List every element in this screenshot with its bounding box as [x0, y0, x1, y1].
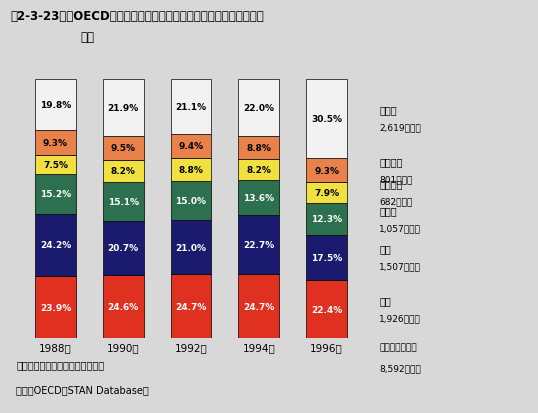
Text: 21.1%: 21.1% — [175, 102, 207, 112]
Text: 12.3%: 12.3% — [311, 215, 342, 224]
Bar — [171, 159, 211, 181]
Text: 24.6%: 24.6% — [108, 302, 139, 311]
Bar — [238, 80, 279, 137]
Bar — [306, 80, 347, 159]
Text: イギリス: イギリス — [379, 157, 403, 167]
Text: 22.0%: 22.0% — [243, 104, 274, 112]
Text: 1,507億ドル: 1,507億ドル — [379, 262, 421, 271]
Text: 8.2%: 8.2% — [246, 166, 271, 174]
Bar — [306, 203, 347, 235]
Bar — [103, 221, 144, 275]
Text: 8.8%: 8.8% — [246, 143, 271, 152]
Bar — [171, 220, 211, 275]
Bar — [306, 159, 347, 183]
Text: 21.0%: 21.0% — [175, 243, 207, 252]
Bar — [238, 275, 279, 339]
Bar — [103, 161, 144, 182]
Bar — [238, 159, 279, 180]
Text: 8,592億ドル: 8,592億ドル — [379, 363, 421, 373]
Text: フランス: フランス — [379, 179, 403, 189]
Text: 22.7%: 22.7% — [243, 241, 274, 250]
Text: その他: その他 — [379, 105, 397, 115]
Text: 15.0%: 15.0% — [175, 196, 207, 205]
Bar — [35, 277, 76, 339]
Text: ドイツ: ドイツ — [379, 205, 397, 215]
Text: 15.2%: 15.2% — [40, 190, 71, 199]
Text: 1,057億ドル: 1,057億ドル — [379, 223, 421, 233]
Text: 日本: 日本 — [379, 244, 391, 254]
Text: 13.6%: 13.6% — [243, 194, 274, 203]
Text: 682億ドル: 682億ドル — [379, 197, 413, 206]
Text: 17.5%: 17.5% — [311, 254, 342, 262]
Bar — [171, 275, 211, 339]
Text: 24.7%: 24.7% — [243, 302, 274, 311]
Bar — [103, 136, 144, 161]
Bar — [238, 180, 279, 216]
Bar — [35, 175, 76, 214]
Text: 8.8%: 8.8% — [179, 166, 203, 174]
Text: 24.2%: 24.2% — [40, 241, 71, 250]
Bar — [35, 131, 76, 155]
Text: 24.7%: 24.7% — [175, 302, 207, 311]
Text: 30.5%: 30.5% — [311, 115, 342, 124]
Text: 9.4%: 9.4% — [179, 142, 203, 151]
Text: 推移: 推移 — [81, 31, 95, 44]
Bar — [35, 155, 76, 175]
Bar — [171, 181, 211, 220]
Text: 15.1%: 15.1% — [108, 197, 139, 206]
Text: 9.5%: 9.5% — [111, 144, 136, 153]
Text: 8.2%: 8.2% — [111, 167, 136, 176]
Bar — [238, 137, 279, 159]
Bar — [306, 235, 347, 280]
Bar — [306, 183, 347, 203]
Text: 1,926億ドル: 1,926億ドル — [379, 314, 421, 323]
Text: 7.5%: 7.5% — [43, 160, 68, 169]
Bar — [35, 80, 76, 131]
Text: 9.3%: 9.3% — [314, 166, 339, 176]
Bar — [238, 216, 279, 275]
Text: （輸出額合計）: （輸出額合計） — [379, 343, 417, 352]
Bar — [103, 182, 144, 221]
Bar — [306, 280, 347, 339]
Text: 801億ドル: 801億ドル — [379, 175, 413, 184]
Bar — [171, 134, 211, 159]
Text: 資料：OECD「STAN Database」: 資料：OECD「STAN Database」 — [16, 384, 149, 394]
Bar — [103, 275, 144, 339]
Text: 第2-3-23図　OECD諸国におけるハイテク産業輸出額の国別シェアの: 第2-3-23図 OECD諸国におけるハイテク産業輸出額の国別シェアの — [11, 10, 265, 23]
Text: 19.8%: 19.8% — [40, 101, 71, 110]
Text: 21.9%: 21.9% — [108, 103, 139, 112]
Bar — [103, 80, 144, 136]
Bar — [171, 80, 211, 134]
Text: 23.9%: 23.9% — [40, 303, 71, 312]
Text: 米国: 米国 — [379, 296, 391, 306]
Text: 22.4%: 22.4% — [311, 305, 342, 314]
Text: 20.7%: 20.7% — [108, 244, 139, 253]
Text: 注）輸出額はドル換算している。: 注）輸出額はドル換算している。 — [16, 359, 104, 369]
Text: 7.9%: 7.9% — [314, 189, 339, 198]
Text: 9.3%: 9.3% — [43, 139, 68, 147]
Bar — [35, 214, 76, 277]
Text: 2,619億ドル: 2,619億ドル — [379, 123, 421, 133]
